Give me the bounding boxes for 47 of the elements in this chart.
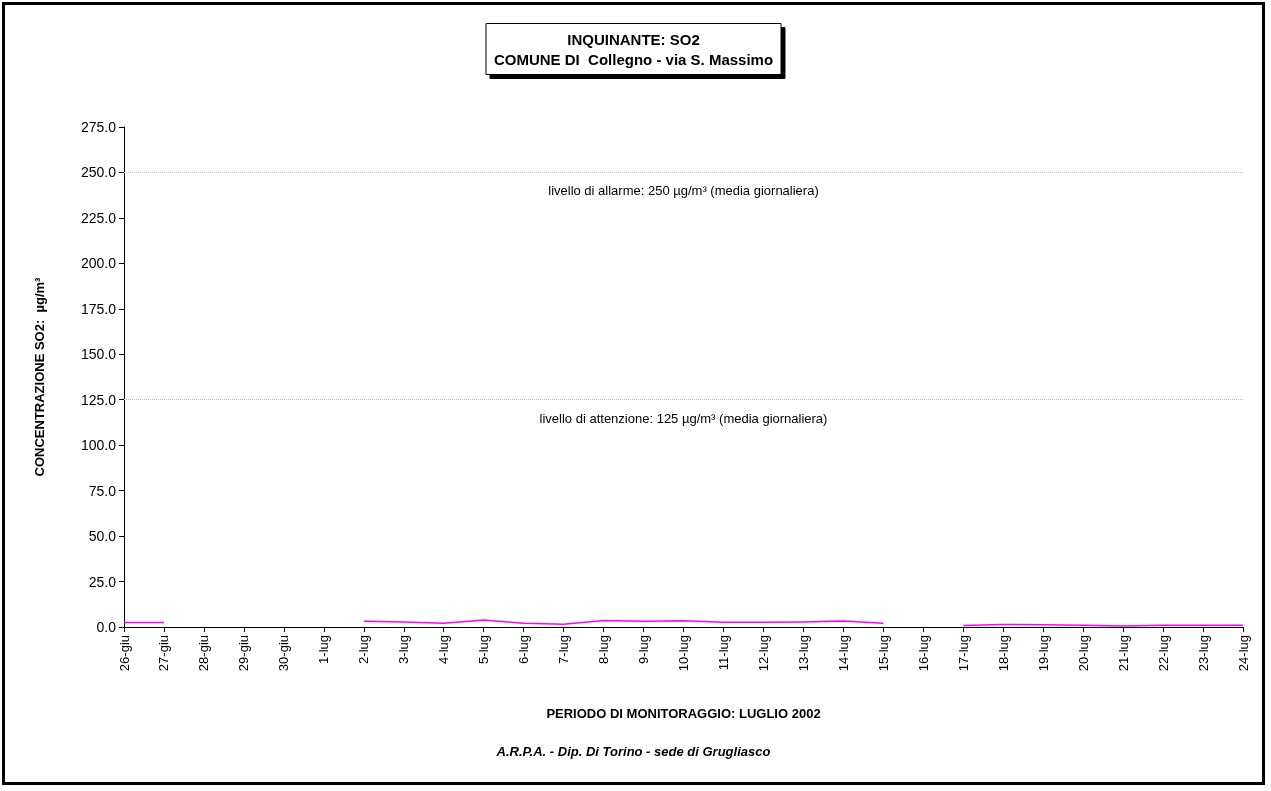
x-tick-label: 17-lug <box>955 635 971 672</box>
x-tick-label: 1-lug <box>316 635 332 664</box>
x-axis-title: PERIODO DI MONITORAGGIO: LUGLIO 2002 <box>546 706 821 721</box>
x-tick-label: 10-lug <box>676 635 691 672</box>
x-tick-label: 18-lug <box>995 635 1011 672</box>
x-tick-label: 20-lug <box>1075 635 1091 672</box>
ref-line-label: livello di allarme: 250 µg/m³ (media giornaliera) <box>548 183 819 199</box>
x-tick-label: 15-lug <box>875 635 891 672</box>
x-tick-label: 30-giu <box>276 635 292 672</box>
x-tick-label: 24-lug <box>1235 635 1251 672</box>
x-tick-label: 12-lug <box>755 635 771 672</box>
y-tick-label: 175.0 <box>80 300 117 317</box>
x-tick-label: 14-lug <box>835 635 851 672</box>
y-tick-label: 225.0 <box>80 209 117 226</box>
x-tick-label: 2-lug <box>356 635 372 664</box>
x-tick-label: 7-lug <box>556 635 572 664</box>
y-tick-label: 125.0 <box>80 391 117 408</box>
x-tick-label: 21-lug <box>1115 635 1131 672</box>
x-tick-label: 5-lug <box>476 635 492 664</box>
x-tick-label: 22-lug <box>1155 635 1171 672</box>
chart-title: INQUINANTE: SO2 COMUNE DI Collegno - via S. Massimo <box>493 30 774 68</box>
y-tick-label: 50.0 <box>88 528 117 545</box>
x-tick-label: 19-lug <box>1035 635 1051 672</box>
x-tick-label: 16-lug <box>915 635 931 672</box>
y-tick-label: 250.0 <box>80 164 117 181</box>
y-axis-title: CONCENTRAZIONE SO2: µg/m³ <box>32 276 47 477</box>
y-tick-label: 75.0 <box>88 482 117 499</box>
x-tick-label: 4-lug <box>436 635 452 664</box>
x-tick-label: 29-giu <box>236 635 252 672</box>
y-tick-label: 0.0 <box>96 619 117 635</box>
x-tick-label: 27-giu <box>156 635 172 672</box>
x-tick-label: 3-lug <box>396 635 412 664</box>
x-tick-label: 28-giu <box>196 635 212 672</box>
y-tick-label: 150.0 <box>80 346 117 363</box>
ref-line-label: livello di attenzione: 125 µg/m³ (media giornaliera) <box>539 410 828 426</box>
text: A.R.P.A. - Dip. Di Torino - sede di Grugliasco <box>495 744 771 759</box>
x-tick-label: 11-lug <box>715 635 731 671</box>
x-tick-label: 9-lug <box>636 635 652 664</box>
x-tick-label: 26-giu <box>116 635 132 672</box>
x-tick-label: 23-lug <box>1195 635 1211 672</box>
y-tick-label: 25.0 <box>88 573 117 590</box>
y-tick-label: 200.0 <box>80 255 117 272</box>
y-tick-label: 275.0 <box>80 119 117 135</box>
y-tick-label: 100.0 <box>80 437 117 454</box>
x-tick-label: 6-lug <box>516 635 532 664</box>
x-tick-label: 8-lug <box>596 635 612 664</box>
x-tick-label: 13-lug <box>795 635 811 672</box>
